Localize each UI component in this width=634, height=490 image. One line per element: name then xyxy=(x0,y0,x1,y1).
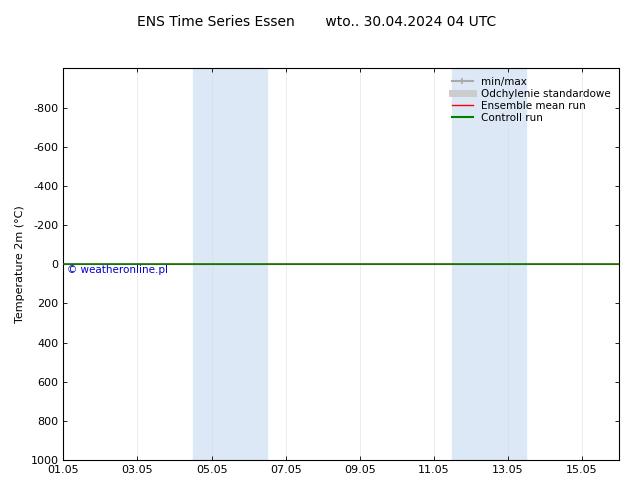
Legend: min/max, Odchylenie standardowe, Ensemble mean run, Controll run: min/max, Odchylenie standardowe, Ensembl… xyxy=(449,74,614,126)
Y-axis label: Temperature 2m (°C): Temperature 2m (°C) xyxy=(15,205,25,323)
Text: © weatheronline.pl: © weatheronline.pl xyxy=(67,265,168,275)
Bar xyxy=(452,69,526,460)
Bar xyxy=(193,69,267,460)
Text: ENS Time Series Essen       wto.. 30.04.2024 04 UTC: ENS Time Series Essen wto.. 30.04.2024 0… xyxy=(138,15,496,29)
